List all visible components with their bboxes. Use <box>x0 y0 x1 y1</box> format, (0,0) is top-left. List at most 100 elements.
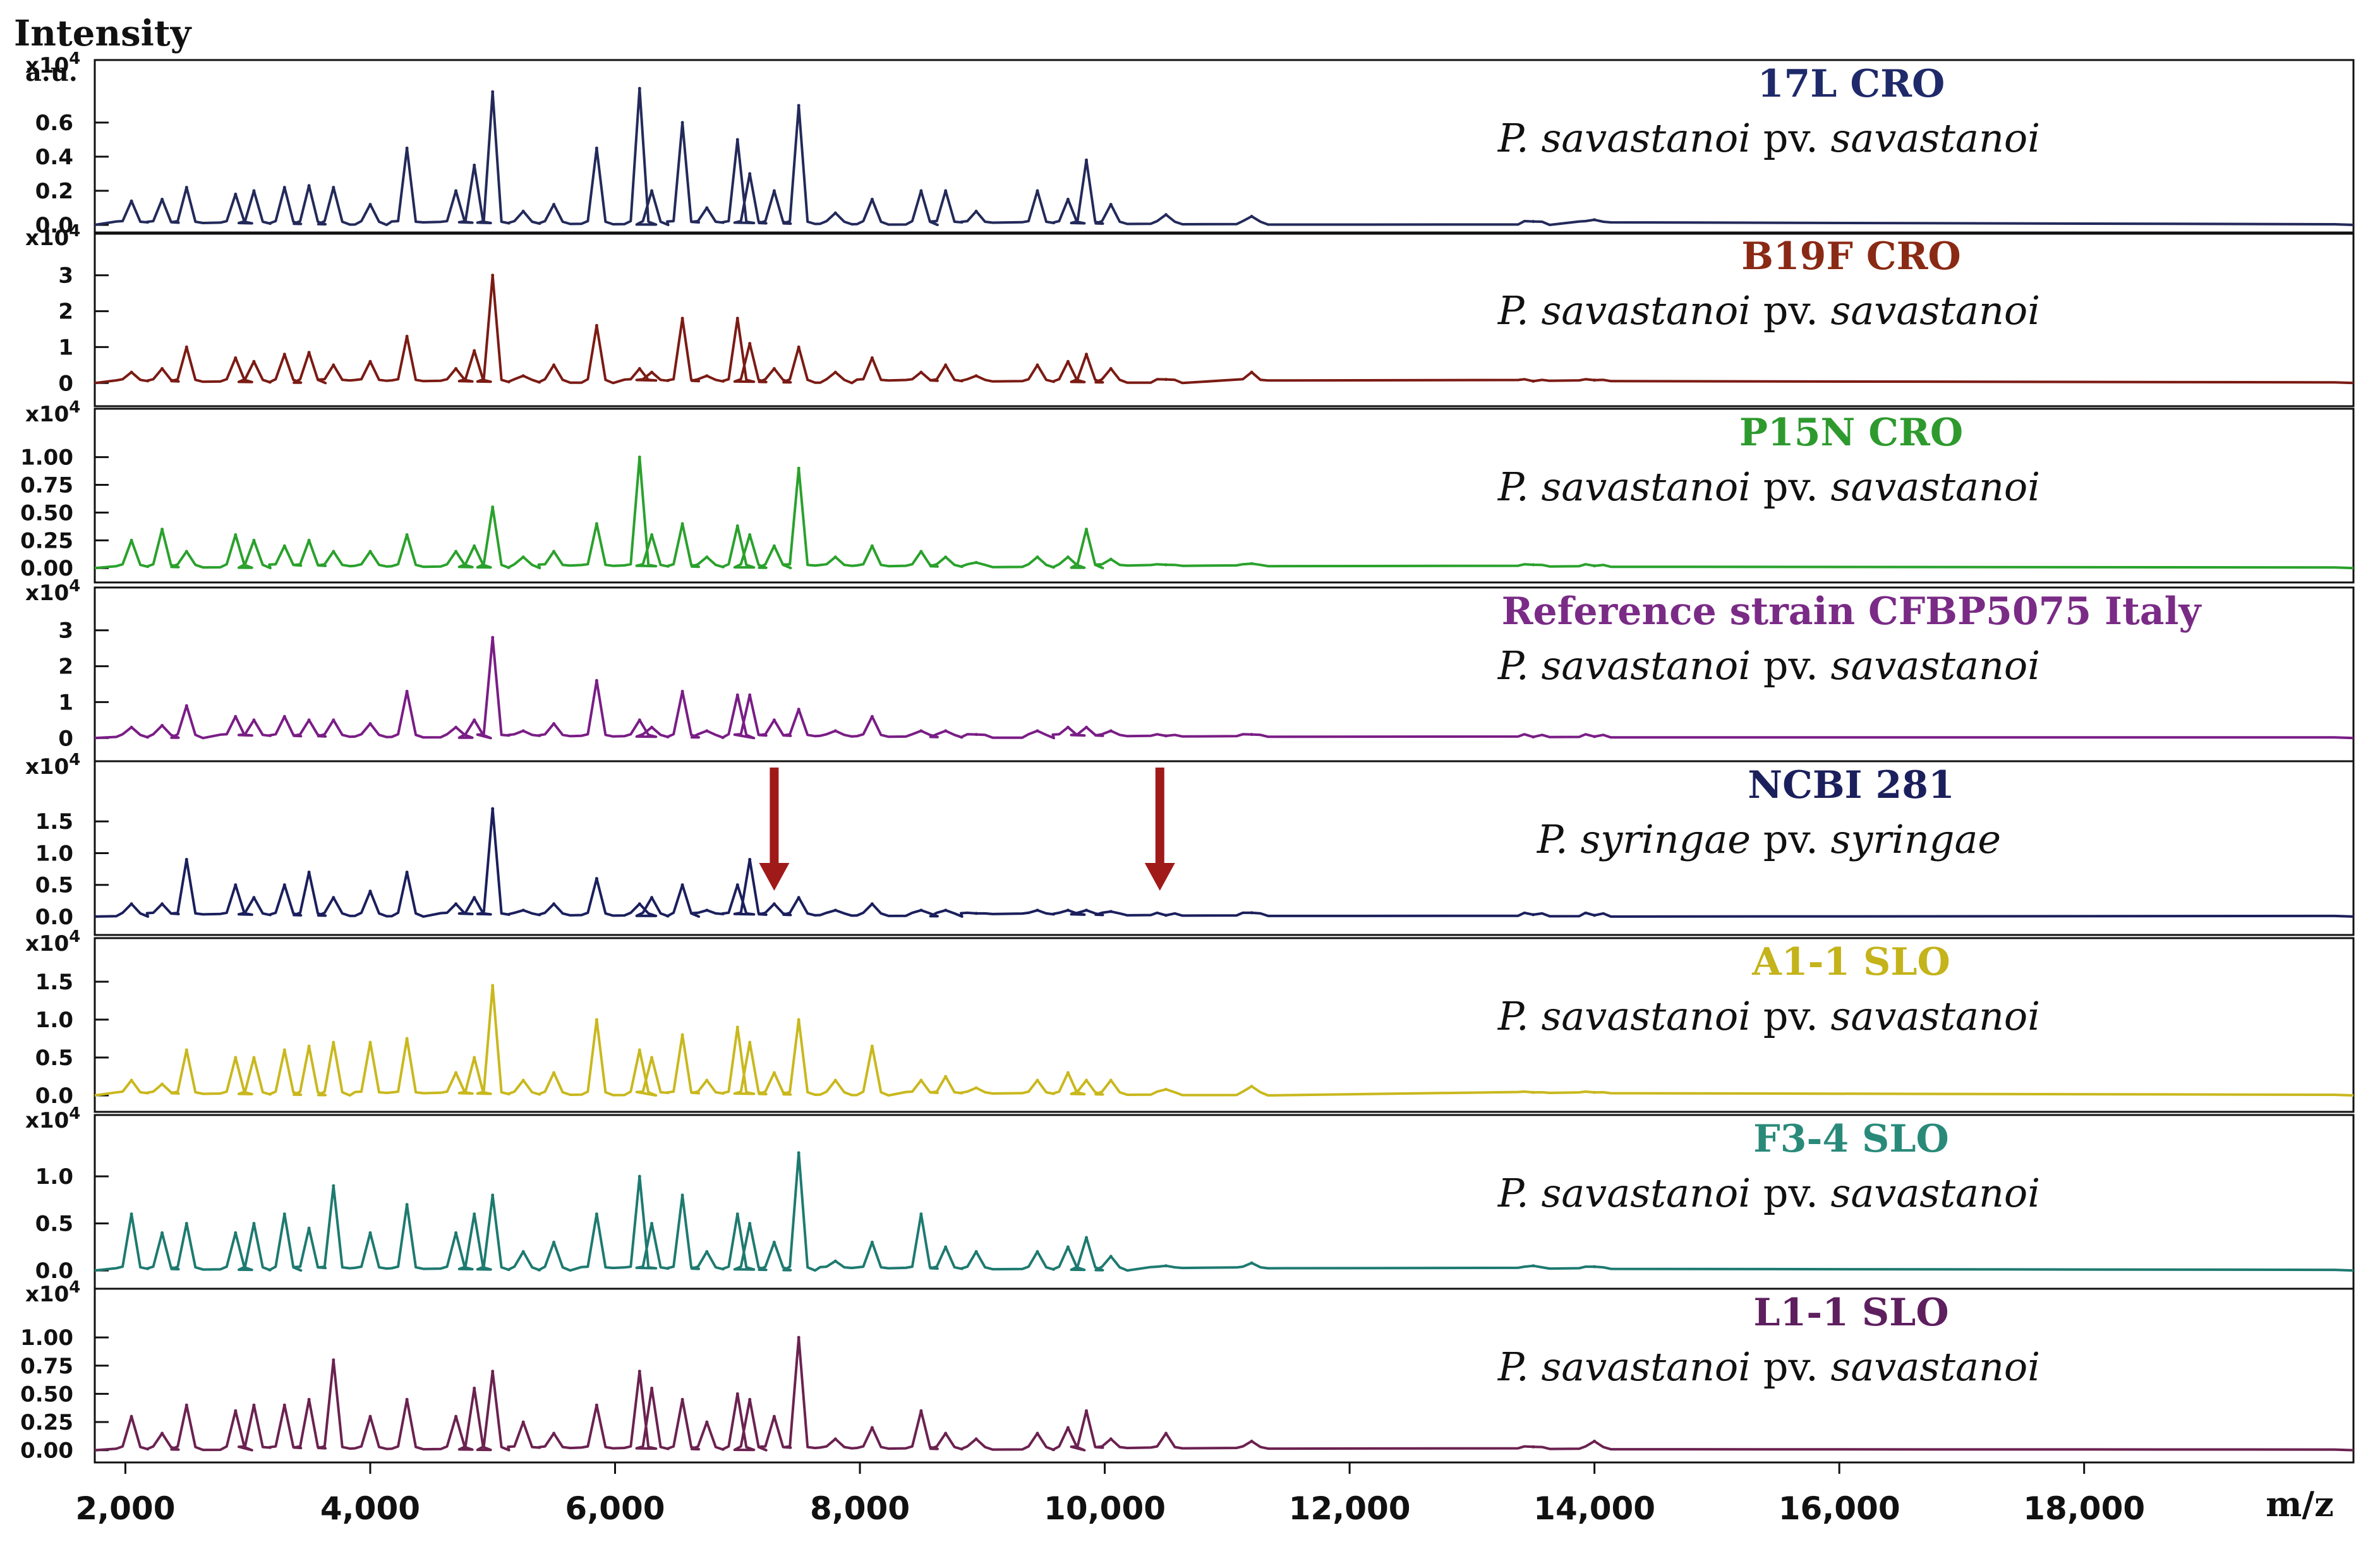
peak-point <box>1066 725 1070 729</box>
peak-point <box>184 550 188 553</box>
peak-point <box>307 1226 311 1230</box>
y-tick-label: 0.5 <box>35 1046 73 1071</box>
y-multiplier-exponent: 4 <box>69 398 80 417</box>
peak-point <box>595 323 598 327</box>
peak-point <box>307 1044 311 1048</box>
peak-point <box>705 1250 709 1253</box>
y-multiplier-exponent: 4 <box>69 49 80 68</box>
strain-title: NCBI 281 <box>1748 763 1955 807</box>
peak-point <box>368 203 372 207</box>
species-label: P. savastanoi pv. savastanoi <box>1497 1170 2040 1216</box>
peak-point <box>473 544 476 548</box>
species-genus: P. <box>1497 642 1542 689</box>
peak-point <box>974 1437 978 1441</box>
peak-point <box>368 1040 372 1044</box>
peak-point <box>1036 189 1039 193</box>
peak-point <box>944 729 948 733</box>
peak-point <box>870 714 874 718</box>
peak-point <box>454 725 458 729</box>
y-tick-label: 0.50 <box>20 1382 73 1407</box>
x-tick-label: 16,000 <box>1779 1490 1900 1527</box>
peak-point <box>870 198 874 201</box>
peak-point <box>184 1222 188 1226</box>
peak-point <box>705 729 709 733</box>
peak-point <box>944 1075 948 1078</box>
peak-point <box>473 1056 476 1059</box>
y-tick-label: 0.0 <box>35 213 73 238</box>
pathovar-prefix: pv. <box>1763 287 1831 334</box>
peak-point <box>130 725 133 729</box>
peak-point <box>1531 913 1535 917</box>
peak-point <box>705 374 709 378</box>
y-multiplier-exponent: 4 <box>69 927 80 946</box>
peak-point <box>833 1437 837 1441</box>
peak-point <box>1250 562 1253 565</box>
peak-point <box>705 555 709 559</box>
peak-point <box>234 883 238 887</box>
peak-point <box>234 1409 238 1413</box>
peak-point <box>160 527 164 531</box>
spectrum-trace <box>94 87 2354 226</box>
peak-point <box>944 189 948 193</box>
peak-point <box>748 858 752 861</box>
peak-point <box>332 1184 335 1188</box>
peak-point <box>307 1397 311 1401</box>
peak-point <box>637 455 641 459</box>
species-label: P. savastanoi pv. savastanoi <box>1497 993 2040 1039</box>
peak-point <box>234 533 238 536</box>
pathovar-name: savastanoi <box>1831 993 2041 1039</box>
y-tick-label: 0.75 <box>20 1354 73 1379</box>
peak-point <box>650 896 654 900</box>
pathovar-prefix: pv. <box>1763 993 1831 1039</box>
peak-point <box>454 1414 458 1418</box>
peak-point <box>1531 1090 1535 1094</box>
peak-point <box>332 718 335 722</box>
y-tick-label: 1.0 <box>35 1008 73 1033</box>
peak-point <box>405 871 409 874</box>
peak-point <box>307 351 311 354</box>
peak-point <box>797 708 800 711</box>
peak-point <box>748 533 752 536</box>
peak-point <box>1164 913 1168 917</box>
peak-point <box>1109 910 1113 913</box>
peak-point <box>974 374 978 378</box>
y-tick-label: 0.0 <box>35 905 73 930</box>
peak-point <box>1593 378 1597 382</box>
peak-point <box>454 189 458 193</box>
peak-point <box>637 367 641 370</box>
peak-point <box>552 1240 556 1244</box>
peak-point <box>833 555 837 559</box>
peak-point <box>1164 378 1168 382</box>
peak-point <box>282 353 286 356</box>
peak-point <box>552 722 556 725</box>
peak-point <box>1531 1445 1535 1449</box>
y-tick-label: 0.25 <box>20 528 73 553</box>
species-genus: P. <box>1537 816 1581 862</box>
peak-point <box>1066 1245 1070 1249</box>
panel-frame <box>94 1287 2355 1464</box>
peak-point <box>184 704 188 708</box>
peak-point <box>1109 1078 1113 1082</box>
peak-point <box>130 538 133 542</box>
y-tick-label: 1.00 <box>20 445 73 471</box>
y-tick-label: 1.0 <box>35 841 73 866</box>
peak-point <box>735 524 739 527</box>
peak-point <box>595 1403 598 1407</box>
y-multiplier-exponent: 4 <box>69 750 80 769</box>
marker-arrow-head <box>759 863 790 891</box>
species-epithet: savastanoi <box>1541 1344 1763 1390</box>
y-tick-label: 0.6 <box>35 111 73 136</box>
peak-point <box>160 723 164 727</box>
pathovar-prefix: pv. <box>1763 1344 1831 1390</box>
peak-point <box>748 693 752 697</box>
peak-point <box>919 189 923 193</box>
peak-point <box>252 1056 256 1059</box>
species-genus: P. <box>1497 1344 1542 1390</box>
peak-point <box>1593 1090 1597 1094</box>
peak-point <box>184 858 188 861</box>
peak-point <box>521 1078 525 1082</box>
species-genus: P. <box>1497 464 1542 510</box>
peak-point <box>637 902 641 906</box>
peak-point <box>772 902 776 906</box>
peak-point <box>1593 1265 1597 1269</box>
